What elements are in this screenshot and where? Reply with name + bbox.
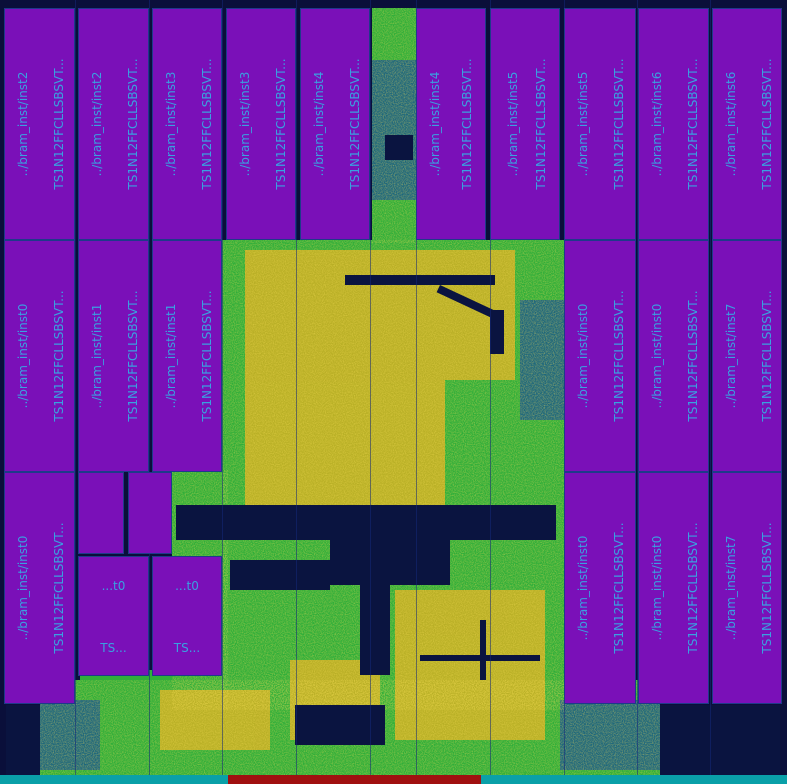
instance-label: ../bram_inst/inst7 [724, 535, 738, 641]
bottom-bar-highlight [228, 775, 481, 784]
instance-label: ../bram_inst/inst0 [576, 303, 590, 409]
cell-name-label: TS1N12FFCLLSBSVT... [200, 58, 214, 190]
cell-name-label: TS1N12FFCLLSBSVT... [686, 522, 700, 654]
macro-block[interactable]: ../bram_inst/inst5 TS1N12FFCLLSBSVT... [564, 8, 636, 240]
instance-label: ../bram_inst/inst7 [724, 303, 738, 409]
cell-name-label: TS1N12FFCLLSBSVT... [686, 290, 700, 422]
macro-block[interactable]: ../bram_inst/inst0 TS1N12FFCLLSBSVT... [638, 472, 709, 704]
instance-label: ...t0 [175, 579, 199, 593]
macro-block[interactable]: ../bram_inst/inst6 TS1N12FFCLLSBSVT... [638, 8, 709, 240]
instance-label: ../bram_inst/inst5 [576, 71, 590, 177]
small-macro-block[interactable]: ...t0 TS... [78, 556, 149, 676]
instance-label: ../bram_inst/inst0 [16, 303, 30, 409]
instance-label: ../bram_inst/inst6 [650, 71, 664, 177]
cell-name-label: TS1N12FFCLLSBSVT... [612, 522, 626, 654]
macro-block[interactable]: ../bram_inst/inst1 TS1N12FFCLLSBSVT... [152, 240, 222, 472]
instance-label: ../bram_inst/inst1 [90, 303, 104, 409]
cell-name-label: TS1N12FFCLLSBSVT... [126, 58, 140, 190]
macro-block[interactable]: ../bram_inst/inst4 TS1N12FFCLLSBSVT... [300, 8, 370, 240]
macro-block[interactable] [78, 472, 124, 554]
instance-label: ../bram_inst/inst3 [238, 71, 252, 177]
macro-block[interactable]: ../bram_inst/inst0 TS1N12FFCLLSBSVT... [564, 472, 636, 704]
grid-line [75, 0, 76, 784]
bottom-bar-left [0, 775, 228, 784]
grid-line [370, 0, 371, 784]
cell-name-label: TS... [100, 641, 127, 655]
grid-line [416, 0, 417, 784]
macro-block[interactable]: ../bram_inst/inst2 TS1N12FFCLLSBSVT... [78, 8, 149, 240]
instance-label: ../bram_inst/inst0 [650, 535, 664, 641]
cell-name-label: TS1N12FFCLLSBSVT... [760, 522, 774, 654]
grid-line [296, 0, 297, 784]
instance-label: ../bram_inst/inst0 [576, 535, 590, 641]
macro-block[interactable]: ../bram_inst/inst7 TS1N12FFCLLSBSVT... [712, 240, 782, 472]
instance-label: ../bram_inst/inst6 [724, 71, 738, 177]
macro-block[interactable]: ../bram_inst/inst0 TS1N12FFCLLSBSVT... [4, 472, 75, 704]
cell-name-label: TS1N12FFCLLSBSVT... [126, 290, 140, 422]
instance-label: ../bram_inst/inst0 [650, 303, 664, 409]
instance-label: ../bram_inst/inst0 [16, 535, 30, 641]
cell-name-label: TS1N12FFCLLSBSVT... [760, 290, 774, 422]
macro-block[interactable] [128, 472, 172, 554]
cell-name-label: TS1N12FFCLLSBSVT... [612, 58, 626, 190]
cell-name-label: TS1N12FFCLLSBSVT... [534, 58, 548, 190]
macro-block[interactable]: ../bram_inst/inst3 TS1N12FFCLLSBSVT... [226, 8, 296, 240]
macro-block[interactable]: ../bram_inst/inst0 TS1N12FFCLLSBSVT... [4, 240, 75, 472]
macro-block[interactable]: ../bram_inst/inst7 TS1N12FFCLLSBSVT... [712, 472, 782, 704]
macro-block[interactable]: ../bram_inst/inst0 TS1N12FFCLLSBSVT... [638, 240, 709, 472]
small-macro-block[interactable]: ...t0 TS... [152, 556, 222, 676]
grid-line [490, 0, 491, 784]
cell-name-label: TS1N12FFCLLSBSVT... [612, 290, 626, 422]
macro-block[interactable]: ../bram_inst/inst5 TS1N12FFCLLSBSVT... [490, 8, 560, 240]
macro-block[interactable]: ../bram_inst/inst0 TS1N12FFCLLSBSVT... [564, 240, 636, 472]
instance-label: ../bram_inst/inst3 [164, 71, 178, 177]
macro-block[interactable]: ../bram_inst/inst1 TS1N12FFCLLSBSVT... [78, 240, 149, 472]
cell-name-label: TS1N12FFCLLSBSVT... [52, 290, 66, 422]
cell-name-label: TS1N12FFCLLSBSVT... [52, 58, 66, 190]
cell-name-label: TS1N12FFCLLSBSVT... [348, 58, 362, 190]
bottom-bar-right [481, 775, 787, 784]
cell-name-label: TS1N12FFCLLSBSVT... [200, 290, 214, 422]
cell-name-label: TS1N12FFCLLSBSVT... [274, 58, 288, 190]
grid-line [710, 0, 711, 784]
grid-line [637, 0, 638, 784]
macro-block[interactable]: ../bram_inst/inst6 TS1N12FFCLLSBSVT... [712, 8, 782, 240]
macro-block[interactable]: ../bram_inst/inst2 TS1N12FFCLLSBSVT... [4, 8, 75, 240]
grid-line [149, 0, 150, 784]
instance-label: ../bram_inst/inst4 [312, 71, 326, 177]
grid-line [222, 0, 223, 784]
instance-label: ../bram_inst/inst1 [164, 303, 178, 409]
cell-name-label: TS1N12FFCLLSBSVT... [686, 58, 700, 190]
instance-label: ...t0 [101, 579, 126, 593]
macro-block[interactable]: ../bram_inst/inst3 TS1N12FFCLLSBSVT... [152, 8, 222, 240]
instance-label: ../bram_inst/inst2 [16, 71, 30, 177]
cell-name-label: TS1N12FFCLLSBSVT... [52, 522, 66, 654]
cell-name-label: TS... [173, 641, 201, 655]
instance-label: ../bram_inst/inst2 [90, 71, 104, 177]
instance-label: ../bram_inst/inst5 [506, 71, 520, 177]
cell-name-label: TS1N12FFCLLSBSVT... [760, 58, 774, 190]
instance-label: ../bram_inst/inst4 [428, 71, 442, 177]
macro-block[interactable]: ../bram_inst/inst4 TS1N12FFCLLSBSVT... [416, 8, 486, 240]
cell-name-label: TS1N12FFCLLSBSVT... [460, 58, 474, 190]
blockage-channels [6, 135, 780, 775]
